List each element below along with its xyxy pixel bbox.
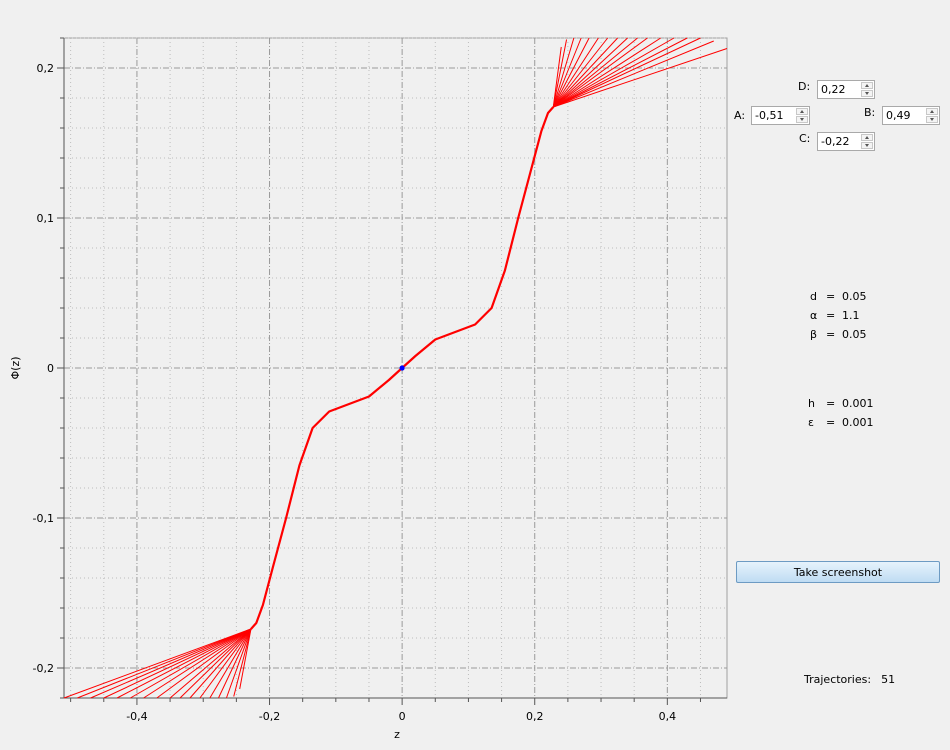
y-tick-label: -0,2 <box>33 662 54 675</box>
param-d-name: d <box>810 290 817 303</box>
upper-trajectory-line <box>553 48 728 108</box>
c-down-arrow-icon[interactable] <box>861 142 873 149</box>
lower-trajectory-line <box>77 628 252 699</box>
axes: -0,4 -0,2 0 0,2 0,4 0,2 0,1 0 -0,1 -0,2 <box>33 37 727 723</box>
lower-trajectory-line <box>130 628 252 699</box>
x-tick-label: -0,4 <box>126 710 147 723</box>
param-beta-name: β <box>810 328 818 341</box>
grid <box>64 37 727 699</box>
d-input[interactable] <box>818 81 863 98</box>
c-up-arrow-icon[interactable] <box>861 134 873 141</box>
upper-trajectory-line <box>552 46 562 108</box>
upper-trajectory-line <box>552 37 648 108</box>
lower-trajectory-line <box>209 628 252 699</box>
lower-trajectory-line <box>179 628 252 699</box>
b-down-arrow-icon[interactable] <box>926 116 938 123</box>
y-axis-label: Φ(z) <box>9 356 22 379</box>
d-label: D: <box>798 80 811 93</box>
b-up-arrow-icon[interactable] <box>926 108 938 115</box>
lower-trajectory-line <box>189 628 252 699</box>
param-epsilon-value: 0.001 <box>842 416 874 429</box>
upper-trajectory-line <box>553 37 661 108</box>
y-tick-label: 0,1 <box>37 212 55 225</box>
param-epsilon: ε = 0.001 <box>808 416 874 429</box>
x-tick-label: 0 <box>399 710 406 723</box>
lower-trajectory-line <box>199 628 252 699</box>
lower-trajectory-line <box>116 628 252 699</box>
d-spinbox[interactable] <box>817 80 875 99</box>
lower-trajectory-line <box>63 628 252 699</box>
trajectories-count: 51 <box>881 673 896 686</box>
param-alpha: α = 1.1 <box>810 309 860 322</box>
x-axis-label: z <box>394 728 400 741</box>
c-label: C: <box>799 132 811 145</box>
c-input[interactable] <box>818 133 863 150</box>
d-up-arrow-icon[interactable] <box>861 82 873 89</box>
x-tick-label: 0,2 <box>526 710 544 723</box>
param-beta-value: 0.05 <box>842 328 867 341</box>
upper-trajectory-line <box>552 37 590 108</box>
lower-trajectory-line <box>103 628 252 699</box>
a-label: A: <box>734 109 746 122</box>
param-h: h = 0.001 <box>808 397 874 410</box>
lower-trajectory-line <box>169 628 252 699</box>
upper-trajectory-line <box>553 37 675 108</box>
upper-trajectory-line <box>553 37 701 108</box>
c-spinbox[interactable] <box>817 132 875 151</box>
upper-trajectory-line <box>553 37 688 108</box>
upper-trajectory-line <box>552 37 599 108</box>
upper-trajectory-line <box>552 39 568 108</box>
param-alpha-name: α <box>810 309 818 322</box>
lower-trajectory-line <box>239 628 252 690</box>
lower-trajectory-line <box>225 628 252 699</box>
a-up-arrow-icon[interactable] <box>796 108 808 115</box>
origin-point <box>399 365 405 371</box>
param-h-value: 0.001 <box>842 397 874 410</box>
a-input[interactable] <box>752 107 798 124</box>
upper-trajectory-line <box>553 40 714 108</box>
b-label: B: <box>864 106 876 119</box>
lower-trajectory-line <box>143 628 252 699</box>
param-epsilon-name: ε <box>808 416 814 429</box>
trajectories-readout: Trajectories: 51 <box>797 660 895 686</box>
lower-trajectory-line <box>233 628 252 697</box>
param-beta: β = 0.05 <box>810 328 867 341</box>
upper-trajectory-line <box>552 37 575 108</box>
a-spinbox[interactable] <box>751 106 810 125</box>
y-tick-label: -0,1 <box>33 512 54 525</box>
trajectories-label: Trajectories: <box>804 673 872 686</box>
upper-trajectory-line <box>552 37 609 108</box>
upper-trajectory-line <box>552 37 628 108</box>
d-down-arrow-icon[interactable] <box>861 90 873 97</box>
y-tick-label: 0,2 <box>37 62 55 75</box>
lower-trajectory-line <box>156 628 252 699</box>
b-input[interactable] <box>883 107 928 124</box>
param-d: d = 0.05 <box>810 290 867 303</box>
a-down-arrow-icon[interactable] <box>796 116 808 123</box>
b-spinbox[interactable] <box>882 106 940 125</box>
lower-trajectory-line <box>90 628 252 699</box>
x-tick-label: 0,4 <box>659 710 677 723</box>
upper-trajectory-line <box>552 37 618 108</box>
trajectories-layer <box>63 37 728 699</box>
x-tick-label: -0,2 <box>259 710 280 723</box>
upper-trajectory-line <box>552 37 582 108</box>
param-h-name: h <box>808 397 815 410</box>
lower-trajectory-line <box>218 628 252 699</box>
param-alpha-value: 1.1 <box>842 309 860 322</box>
y-tick-label: 0 <box>47 362 54 375</box>
plot-area[interactable]: -0,4 -0,2 0 0,2 0,4 0,2 0,1 0 -0,1 -0,2 z Φ(z) <box>0 0 732 750</box>
take-screenshot-button[interactable]: Take screenshot <box>736 561 940 583</box>
param-d-value: 0.05 <box>842 290 867 303</box>
upper-trajectory-line <box>552 37 638 108</box>
